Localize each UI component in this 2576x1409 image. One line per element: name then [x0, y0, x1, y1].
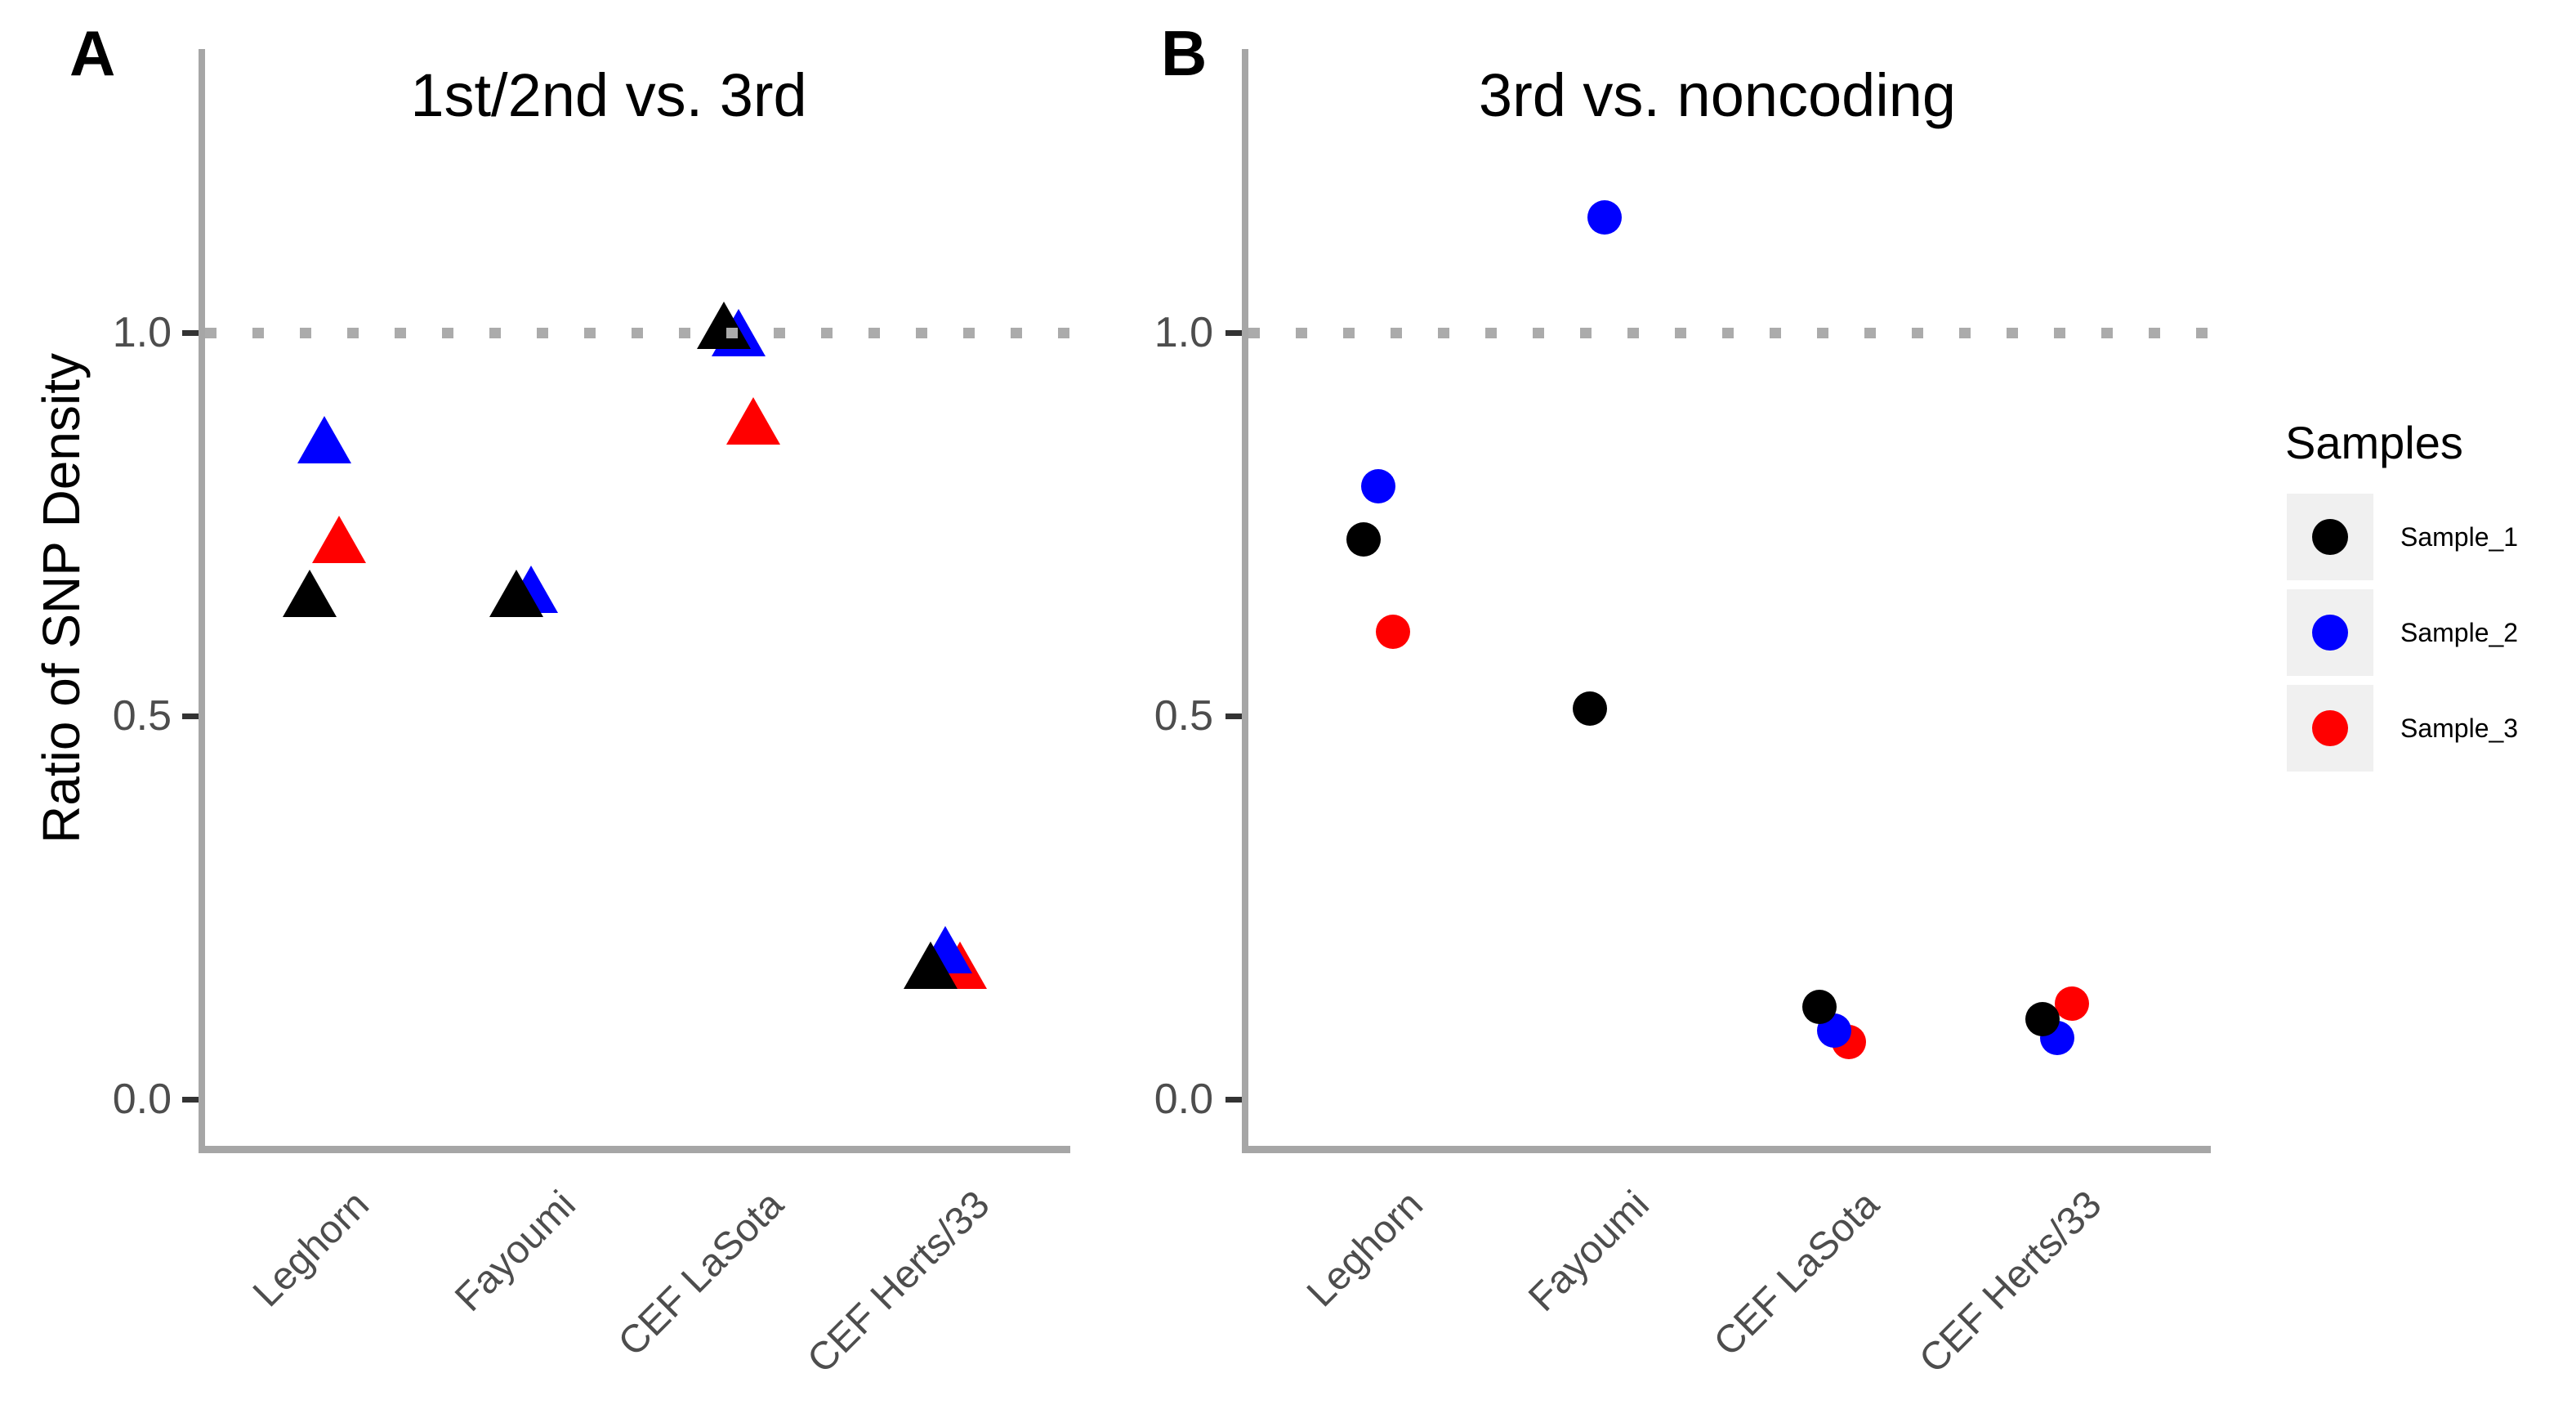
panel-a-title: 1st/2nd vs. 3rd	[410, 61, 807, 129]
y-tick-label: 1.0	[1154, 309, 1213, 356]
y-tick-mark	[1225, 713, 1242, 719]
x-category-label-cef-herts-33: CEF Herts/33	[1911, 1183, 2110, 1382]
reference-line-b	[1248, 328, 2211, 338]
marker-a-leghorn-sample-2	[297, 416, 351, 464]
panel-b-title: 3rd vs. noncoding	[1478, 61, 1957, 129]
marker-b-cef-lasota-sample-1	[1802, 990, 1837, 1025]
marker-b-leghorn-sample-3	[1376, 614, 1410, 649]
legend-item-label-sample-2: Sample_2	[2400, 618, 2519, 647]
legend-key-dot-sample-2	[2312, 615, 2348, 651]
reference-line-a	[205, 328, 1070, 338]
x-category-label-fayoumi: Fayoumi	[447, 1183, 584, 1320]
marker-b-fayoumi-sample-1	[1573, 691, 1607, 726]
y-tick-label: 1.0	[112, 309, 172, 356]
marker-b-fayoumi-sample-2	[1587, 200, 1622, 235]
marker-a-cef-lasota-sample-3	[726, 396, 780, 445]
y-tick-mark	[1225, 330, 1242, 336]
y-tick-label: 0.0	[112, 1076, 172, 1123]
x-category-label-cef-lasota: CEF LaSota	[609, 1183, 792, 1365]
y-tick-mark	[182, 713, 199, 719]
legend-key-sample-1	[2287, 494, 2373, 580]
x-axis-line	[199, 1146, 1070, 1153]
legend-item-label-sample-1: Sample_1	[2400, 522, 2519, 552]
legend-item-label-sample-3: Sample_3	[2400, 713, 2519, 743]
y-tick-mark	[182, 330, 199, 336]
legend-key-sample-2	[2287, 589, 2373, 676]
marker-b-cef-herts-33-sample-3	[2055, 986, 2089, 1021]
marker-a-cef-lasota-sample-1	[697, 301, 751, 349]
y-axis-line	[199, 49, 205, 1153]
marker-b-cef-herts-33-sample-1	[2025, 1001, 2060, 1036]
x-category-label-cef-herts-33: CEF Herts/33	[799, 1183, 998, 1382]
y-axis-line	[1242, 49, 1248, 1153]
marker-b-leghorn-sample-1	[1346, 522, 1381, 557]
marker-a-cef-herts-33-sample-1	[904, 941, 958, 989]
legend-title: Samples	[2285, 417, 2463, 468]
y-tick-label: 0.5	[1154, 692, 1213, 740]
x-category-label-fayoumi: Fayoumi	[1520, 1183, 1658, 1320]
panel-b-letter: B	[1161, 17, 1208, 89]
x-category-label-leghorn: Leghorn	[1298, 1183, 1431, 1316]
marker-a-leghorn-sample-3	[312, 516, 366, 564]
legend-key-sample-3	[2287, 685, 2373, 772]
panel-a-letter: A	[69, 17, 116, 89]
x-category-label-leghorn: Leghorn	[244, 1183, 377, 1316]
y-tick-mark	[182, 1097, 199, 1103]
marker-b-leghorn-sample-2	[1361, 468, 1395, 503]
legend-key-dot-sample-1	[2312, 519, 2348, 555]
y-tick-label: 0.5	[112, 692, 172, 740]
x-category-label-cef-lasota: CEF LaSota	[1705, 1183, 1887, 1365]
y-axis-title: Ratio of SNP Density	[32, 353, 91, 843]
y-tick-mark	[1225, 1097, 1242, 1103]
y-tick-label: 0.0	[1154, 1076, 1213, 1123]
x-axis-line	[1242, 1146, 2211, 1153]
legend-key-dot-sample-3	[2312, 710, 2348, 746]
marker-a-leghorn-sample-1	[283, 569, 337, 617]
marker-a-fayoumi-sample-1	[489, 569, 543, 617]
